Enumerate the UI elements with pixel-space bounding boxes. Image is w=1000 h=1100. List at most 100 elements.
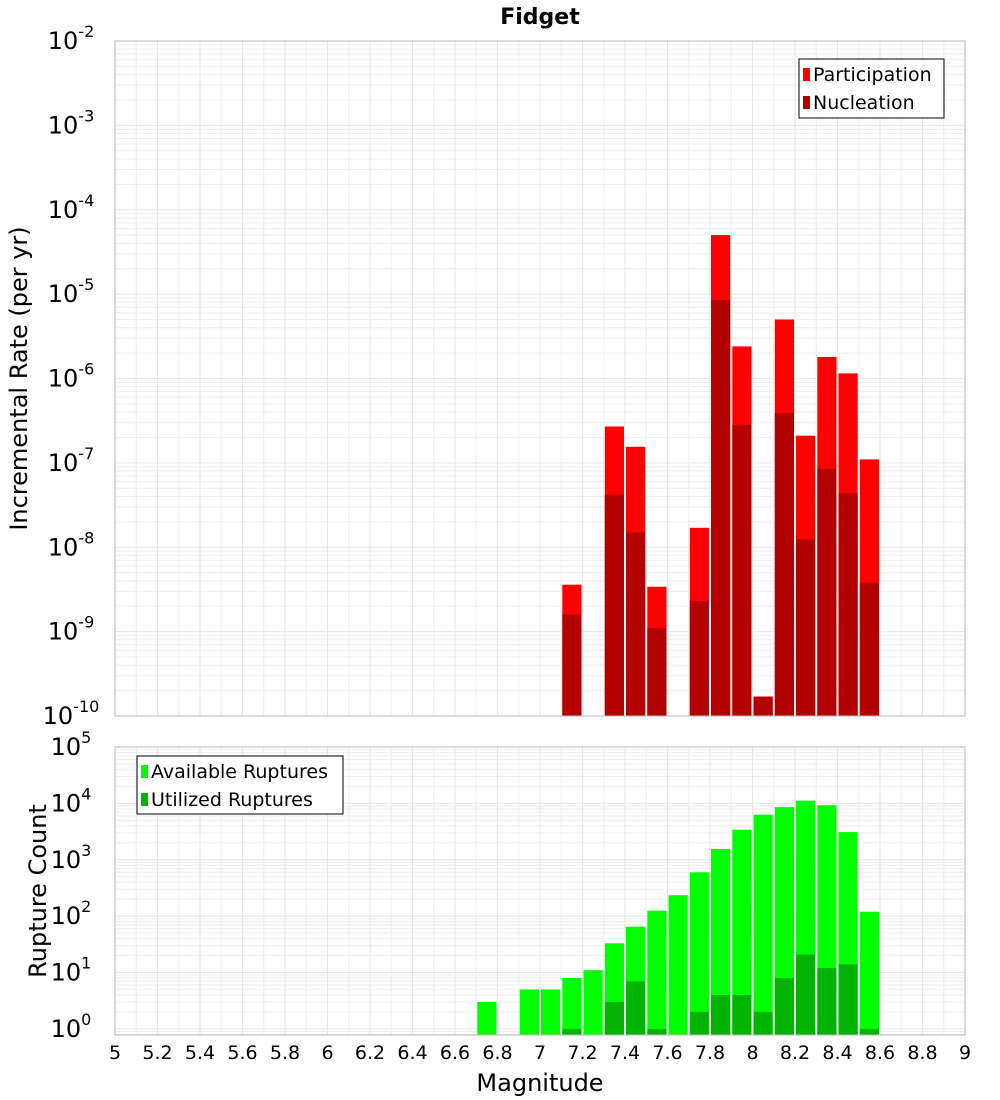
y-tick-label: 10-8 bbox=[48, 528, 95, 561]
y-tick-label: 105 bbox=[51, 728, 92, 761]
bar bbox=[647, 1028, 667, 1035]
x-tick-label: 5 bbox=[109, 1042, 121, 1064]
rate-chart: 10-10 10-9 10-8 10-7 10-6 10-5 10-4 10-3 10-2 Inc… bbox=[5, 5, 966, 730]
bar bbox=[647, 910, 667, 1035]
x-tick-label: 7.8 bbox=[695, 1042, 725, 1064]
bar bbox=[838, 493, 858, 716]
y-tick-label: 104 bbox=[51, 784, 92, 817]
x-tick-label: 8 bbox=[746, 1042, 758, 1064]
bar bbox=[604, 494, 624, 716]
chart-title: Fidget bbox=[500, 5, 580, 30]
x-tick-label: 7.2 bbox=[567, 1042, 597, 1064]
bar bbox=[711, 849, 731, 1035]
y-tick-labels: 100 101 102 103 104 105 bbox=[51, 728, 92, 1043]
y-tick-label: 102 bbox=[51, 897, 92, 930]
bar bbox=[711, 300, 731, 716]
plot-border bbox=[114, 746, 966, 1036]
bar bbox=[562, 1028, 582, 1035]
y-tick-label: 10-2 bbox=[48, 22, 95, 55]
x-tick-label: 7.6 bbox=[652, 1042, 682, 1064]
x-tick-label: 5.6 bbox=[227, 1042, 257, 1064]
bar bbox=[562, 978, 582, 1035]
bar bbox=[689, 601, 709, 716]
bar bbox=[626, 981, 646, 1035]
bar bbox=[583, 970, 603, 1035]
legend-entry: Available Ruptures bbox=[151, 761, 328, 783]
x-tick-label: 7 bbox=[534, 1042, 546, 1064]
bar bbox=[859, 582, 879, 716]
bar bbox=[859, 911, 879, 1035]
bar bbox=[477, 1002, 497, 1035]
y-tick-label: 103 bbox=[51, 841, 92, 874]
x-tick-label: 8.2 bbox=[780, 1042, 810, 1064]
legend-swatch bbox=[803, 96, 810, 109]
bar bbox=[689, 1011, 709, 1035]
bar bbox=[626, 532, 646, 716]
legend-swatch bbox=[141, 793, 148, 806]
bar bbox=[562, 614, 582, 716]
y-tick-label: 100 bbox=[51, 1010, 92, 1043]
legend: Available Ruptures Utilized Ruptures bbox=[136, 755, 344, 815]
y-tick-label: 10-10 bbox=[43, 697, 100, 730]
y-tick-label: 10-6 bbox=[48, 360, 95, 393]
y-tick-label: 10-4 bbox=[48, 191, 95, 224]
x-tick-label: 6.6 bbox=[440, 1042, 470, 1064]
bar bbox=[711, 995, 731, 1035]
y-tick-label: 10-3 bbox=[48, 106, 95, 139]
series-utilized-ruptures bbox=[562, 954, 879, 1035]
x-tick-labels: 5 5.2 5.4 5.6 5.8 6 6.2 6.4 6.6 6.8 7 7.2 7.4 7.6 7.8 8… bbox=[109, 1042, 971, 1064]
y-tick-label: 101 bbox=[51, 954, 92, 987]
legend-entry: Participation bbox=[813, 64, 932, 86]
rupture-count-chart: 100 101 102 103 104 105 Rupture Count 5 5.2 5.4 5.… bbox=[24, 728, 971, 1097]
bar bbox=[604, 1002, 624, 1035]
bar bbox=[774, 978, 794, 1035]
y-tick-label: 10-7 bbox=[48, 444, 95, 477]
bar bbox=[668, 895, 688, 1035]
bar bbox=[541, 989, 561, 1035]
bar bbox=[519, 989, 539, 1035]
legend-box bbox=[798, 58, 945, 119]
bar bbox=[817, 968, 837, 1035]
plot-border bbox=[114, 40, 966, 717]
bar bbox=[817, 468, 837, 716]
bar bbox=[732, 829, 752, 1035]
bar bbox=[774, 413, 794, 716]
legend-entry: Utilized Ruptures bbox=[151, 789, 313, 811]
x-tick-label: 5.8 bbox=[270, 1042, 300, 1064]
y-tick-label: 10-5 bbox=[48, 275, 95, 308]
x-tick-label: 8.8 bbox=[907, 1042, 937, 1064]
bar bbox=[796, 539, 816, 716]
x-tick-label: 6.2 bbox=[355, 1042, 385, 1064]
x-axis-label: Magnitude bbox=[476, 1069, 603, 1097]
legend-swatch bbox=[803, 68, 810, 81]
bar bbox=[732, 995, 752, 1035]
bar bbox=[647, 628, 667, 716]
x-tick-label: 5.2 bbox=[142, 1042, 172, 1064]
bar bbox=[753, 696, 773, 716]
x-tick-label: 5.4 bbox=[185, 1042, 215, 1064]
y-tick-label: 10-9 bbox=[48, 613, 95, 646]
legend-box bbox=[136, 755, 344, 815]
x-tick-label: 6.8 bbox=[482, 1042, 512, 1064]
legend-entry: Nucleation bbox=[813, 92, 915, 114]
x-tick-label: 8.4 bbox=[822, 1042, 852, 1064]
bar bbox=[796, 954, 816, 1035]
y-axis-label: Rupture Count bbox=[24, 804, 52, 978]
bar bbox=[732, 425, 752, 716]
x-tick-label: 6.4 bbox=[397, 1042, 427, 1064]
legend: Participation Nucleation bbox=[798, 58, 945, 119]
x-tick-label: 9 bbox=[959, 1042, 971, 1064]
bar bbox=[838, 964, 858, 1035]
y-axis-label: Incremental Rate (per yr) bbox=[5, 226, 33, 530]
bar bbox=[753, 1011, 773, 1035]
x-tick-label: 6 bbox=[321, 1042, 333, 1064]
x-tick-label: 8.6 bbox=[865, 1042, 895, 1064]
x-tick-label: 7.4 bbox=[610, 1042, 640, 1064]
grid bbox=[114, 40, 966, 717]
series-nucleation bbox=[562, 300, 879, 716]
legend-swatch bbox=[141, 765, 148, 778]
y-tick-labels: 10-10 10-9 10-8 10-7 10-6 10-5 10-4 10-3 10-2 bbox=[43, 22, 100, 730]
bar bbox=[859, 1028, 879, 1035]
